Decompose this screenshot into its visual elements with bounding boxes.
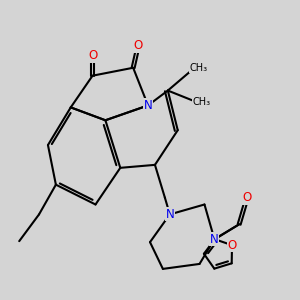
Text: O: O bbox=[227, 239, 237, 252]
Text: N: N bbox=[144, 99, 152, 112]
Text: CH₃: CH₃ bbox=[190, 63, 208, 73]
Text: N: N bbox=[165, 208, 174, 221]
Text: N: N bbox=[210, 233, 219, 246]
Text: O: O bbox=[242, 191, 252, 204]
Text: O: O bbox=[134, 40, 143, 52]
Text: O: O bbox=[88, 50, 97, 62]
Text: CH₃: CH₃ bbox=[193, 98, 211, 107]
